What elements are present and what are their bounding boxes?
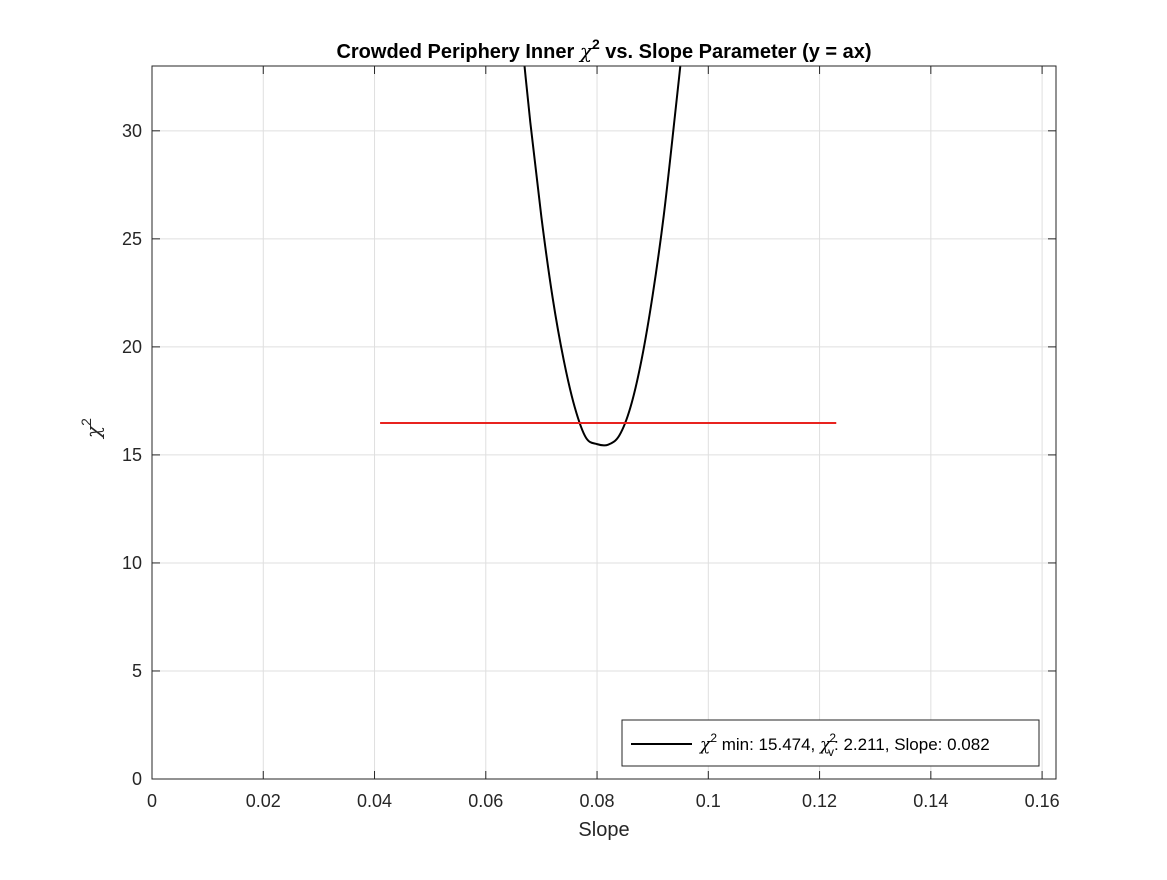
chart-title: Crowded Periphery Inner χ2 vs. Slope Par…: [336, 36, 871, 63]
legend-nu-superscript: 2: [829, 731, 836, 745]
chi-squared-curve: [523, 66, 682, 447]
x-axis-label: Slope: [578, 819, 629, 841]
y-tick-label: 25: [122, 229, 142, 249]
legend-text-a: min: 15.474,: [717, 735, 820, 754]
y-axis-superscript: 2: [78, 418, 94, 426]
x-tick-label: 0.1: [696, 791, 721, 811]
title-prefix: Crowded Periphery Inner: [336, 41, 579, 63]
x-tick-label: 0.04: [357, 791, 392, 811]
x-tick-label: 0.06: [468, 791, 503, 811]
y-axis-label-group: χ2: [78, 418, 105, 440]
legend-nu-subscript: v: [828, 745, 834, 759]
y-tick-label: 0: [132, 769, 142, 789]
y-tick-label: 15: [122, 445, 142, 465]
y-tick-label: 30: [122, 121, 142, 141]
y-axis-label: χ2: [78, 418, 105, 440]
x-tick-label: 0.08: [580, 791, 615, 811]
y-tick-label: 20: [122, 337, 142, 357]
title-suffix: vs. Slope Parameter (y = ax): [600, 41, 872, 63]
legend-text-b: : 2.211, Slope: 0.082: [834, 735, 990, 754]
x-tick-label: 0.12: [802, 791, 837, 811]
legend-chi-nu-symbol: χ: [819, 735, 832, 755]
x-tick-label: 0.02: [246, 791, 281, 811]
x-tick-label: 0: [147, 791, 157, 811]
y-tick-label: 10: [122, 553, 142, 573]
data-layer: [380, 66, 837, 447]
title-chi-symbol: χ: [578, 39, 594, 63]
x-tick-label: 0.14: [913, 791, 948, 811]
tick-layer: 0 0.02 0.04 0.06 0.08 0.1 0.12 0.14 0.16 0 5 10 15 20…: [122, 66, 1060, 811]
axes-box: [151, 65, 1057, 780]
legend-superscript: 2: [710, 731, 717, 745]
legend: χ2 min: 15.474, χ2 v: 2.211, Slope: 0.082: [621, 719, 1040, 767]
legend-chi-symbol: χ: [699, 735, 712, 755]
y-axis-chi-symbol: χ: [81, 424, 105, 440]
legend-entry-label: χ2 min: 15.474, χ2 v: 2.211, Slope: 0.082: [699, 731, 990, 759]
title-superscript: 2: [592, 36, 600, 52]
y-tick-label: 5: [132, 661, 142, 681]
x-tick-label: 0.16: [1025, 791, 1060, 811]
